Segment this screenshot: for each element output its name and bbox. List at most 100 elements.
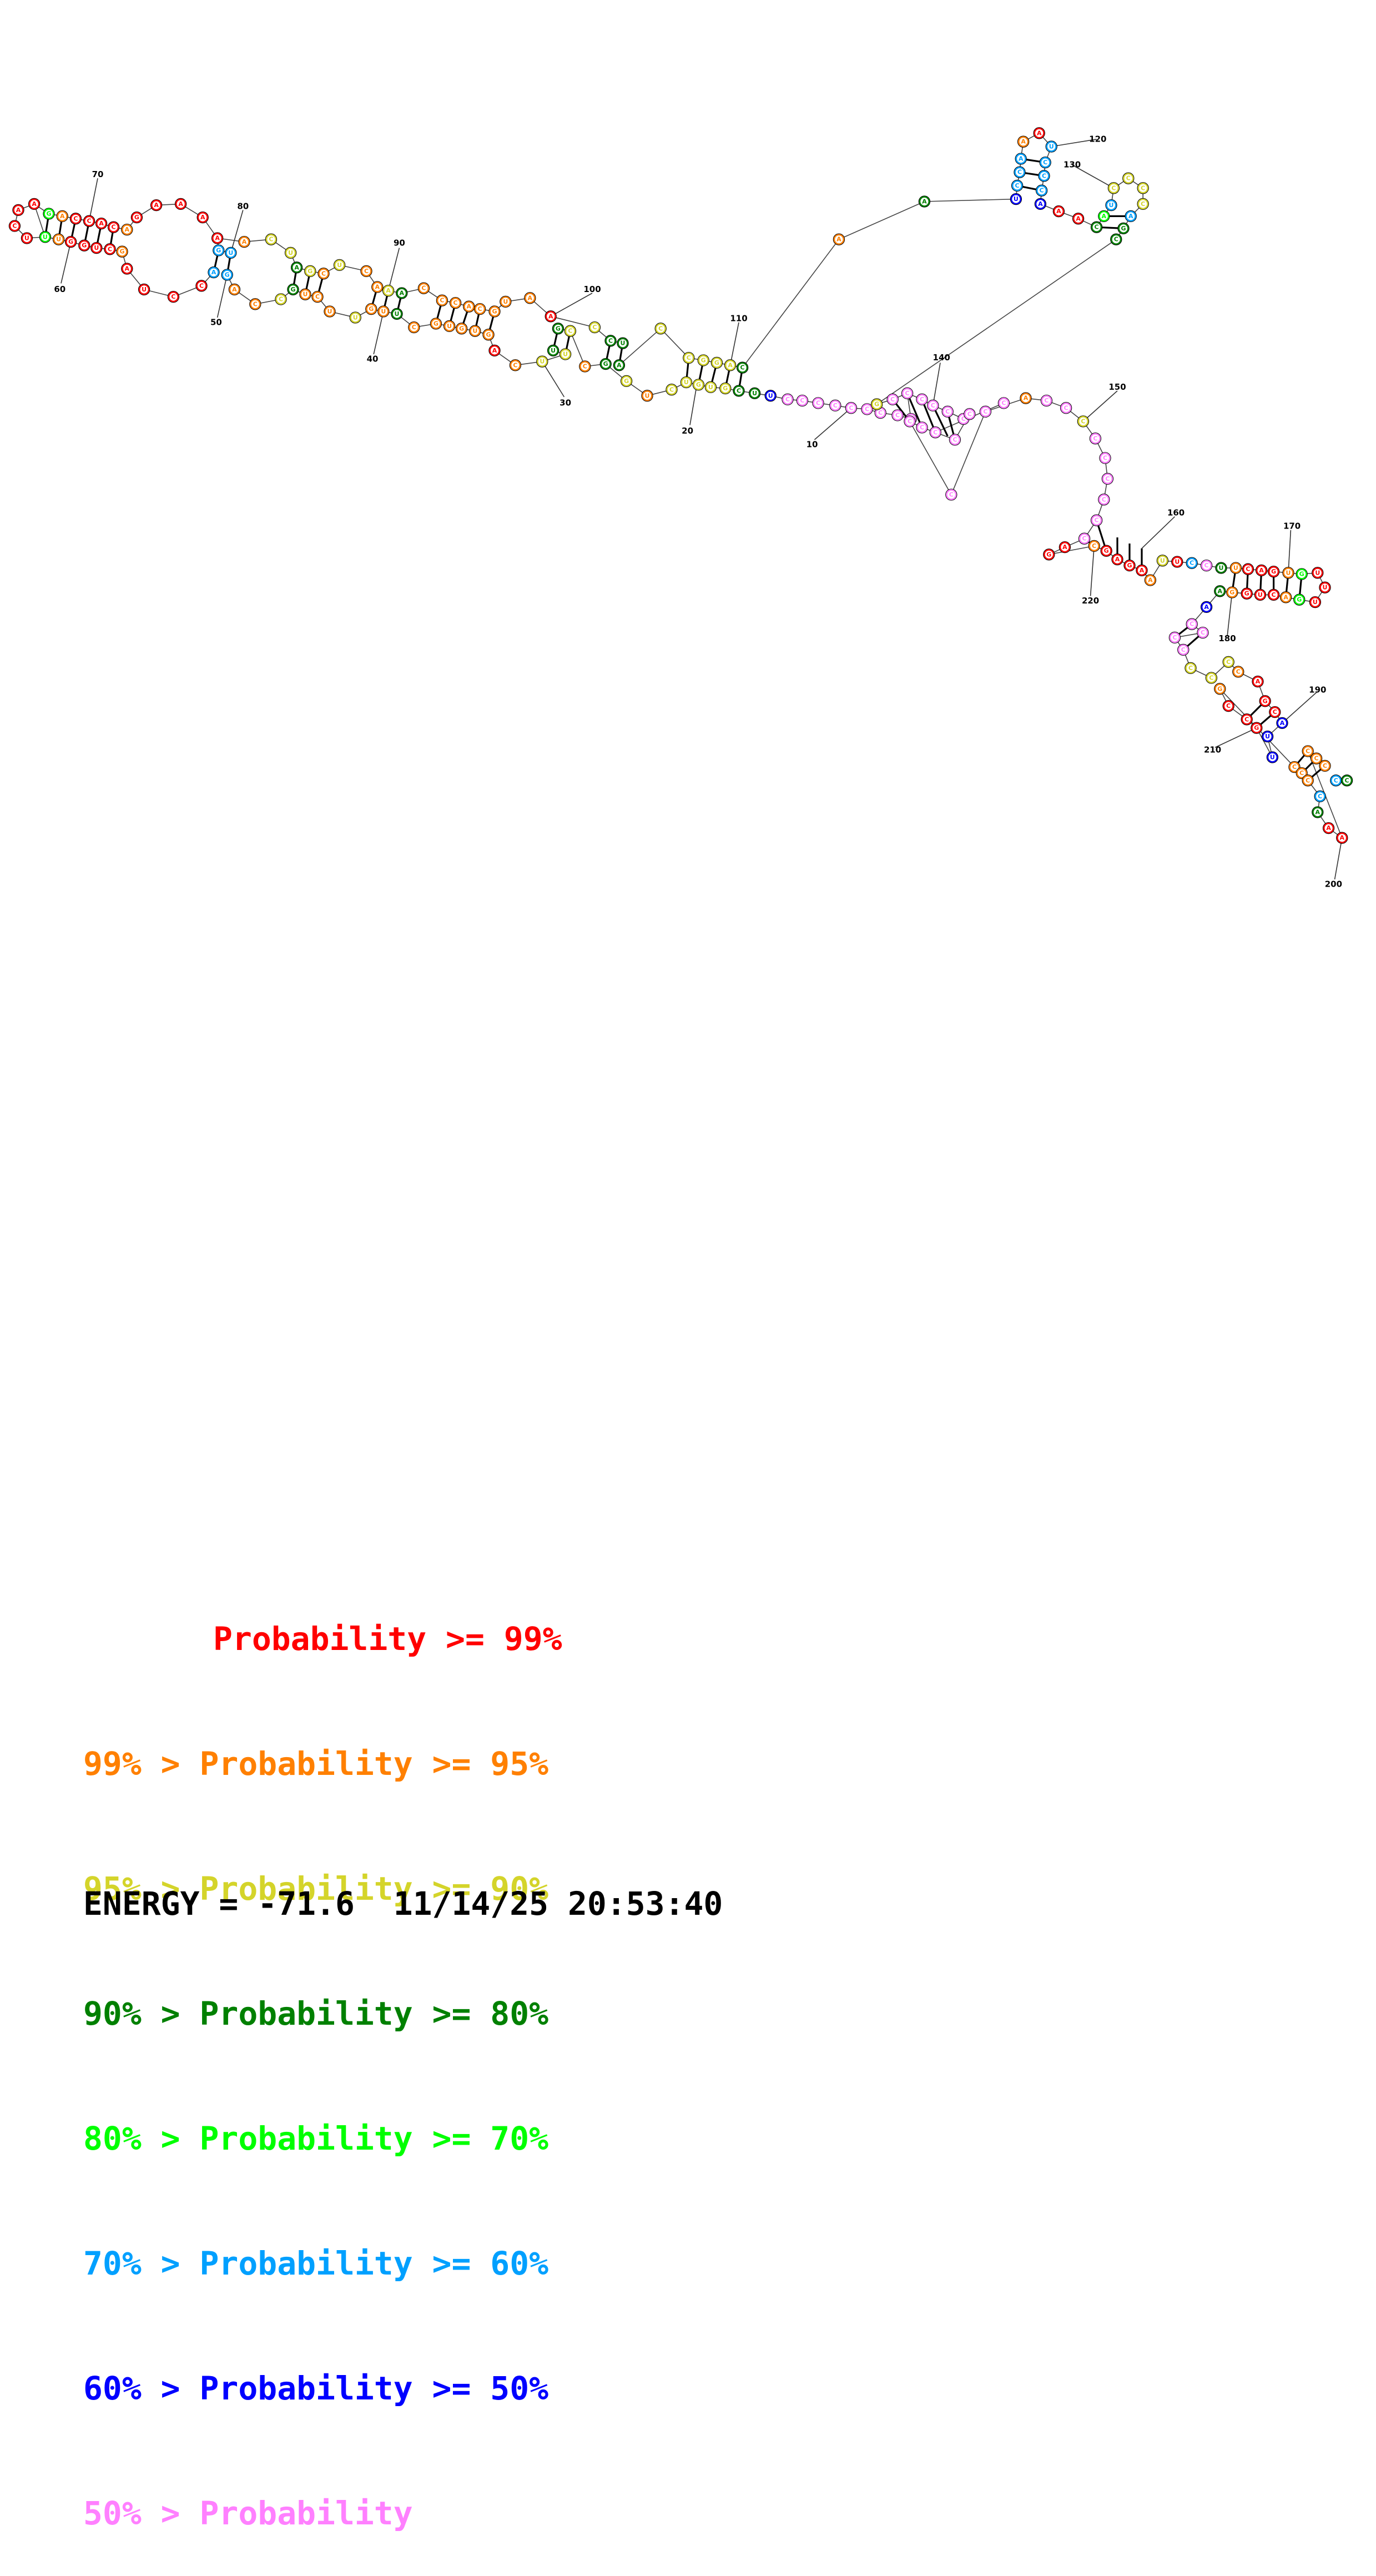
nucleotide: U (764, 390, 777, 402)
svg-text:C: C (737, 388, 741, 395)
nucleotide: C (916, 393, 928, 406)
nucleotide: C (666, 384, 678, 396)
svg-text:G: G (68, 238, 73, 245)
svg-text:A: A (1056, 208, 1061, 215)
nucleotide: A (918, 195, 931, 208)
nucleotide: C (1060, 402, 1072, 414)
nucleotide: G (1293, 593, 1306, 606)
nucleotide: A (1144, 574, 1157, 586)
nucleotide: G (697, 354, 709, 366)
svg-text:C: C (800, 397, 804, 404)
nucleotide: U (225, 246, 237, 259)
nucleotide: A (174, 198, 187, 210)
nucleotide: C (604, 335, 617, 347)
svg-text:C: C (1188, 665, 1193, 672)
svg-text:U: U (228, 249, 233, 256)
index-label: 110 (730, 314, 747, 324)
nucleotide: A (196, 211, 209, 224)
svg-text:G: G (134, 214, 139, 221)
nucleotide: U (284, 246, 297, 259)
svg-text:C: C (658, 325, 663, 332)
nucleotide: C (408, 321, 420, 334)
index-labels: 10 20 30 40 50 60 70 80 90 100 110 120 130 140 150 160 1… (54, 134, 1342, 889)
nucleotide: G (692, 379, 705, 391)
svg-text:C: C (1244, 716, 1249, 723)
nucleotide: A (371, 281, 384, 293)
nucleotide: G (599, 358, 612, 370)
nucleotide: C (1186, 618, 1198, 630)
index-label: 130 (1063, 160, 1081, 170)
nucleotide: C (1177, 643, 1189, 656)
svg-text:U: U (447, 323, 452, 330)
nucleotide: C (1122, 172, 1135, 184)
svg-text:C: C (952, 436, 957, 444)
svg-text:U: U (43, 233, 48, 240)
nucleotide: A (1059, 541, 1071, 554)
nucleotide: A (1279, 591, 1292, 603)
svg-text:C: C (1272, 591, 1276, 598)
svg-text:C: C (1111, 184, 1116, 192)
nucleotide: A (211, 232, 224, 244)
svg-text:G: G (486, 331, 491, 338)
nucleotide: C (1310, 752, 1323, 764)
index-label: 20 (682, 426, 693, 436)
svg-text:A: A (32, 200, 37, 208)
nucleotide: C (1101, 472, 1114, 485)
svg-text:C: C (568, 328, 572, 335)
nucleotide: C (901, 387, 914, 400)
index-label: 140 (933, 353, 950, 363)
nucleotide: C (449, 296, 462, 309)
index-label: 190 (1309, 685, 1326, 695)
nucleotide: A (545, 310, 557, 323)
svg-text:U: U (563, 351, 568, 358)
nucleotide: A (95, 217, 108, 230)
svg-text:G: G (1104, 547, 1109, 555)
nucleotide: C (579, 360, 591, 373)
svg-text:A: A (1256, 678, 1261, 685)
svg-text:C: C (1141, 200, 1145, 208)
svg-text:C: C (895, 412, 900, 419)
svg-text:C: C (1314, 755, 1319, 762)
nucleotide: A (1020, 392, 1032, 404)
svg-text:C: C (1306, 748, 1310, 755)
svg-text:A: A (60, 213, 65, 220)
svg-text:A: A (99, 220, 104, 227)
nucleotide: C (1185, 662, 1197, 675)
svg-text:C: C (1226, 702, 1231, 710)
svg-text:C: C (478, 305, 482, 313)
svg-text:A: A (1038, 200, 1043, 208)
svg-text:C: C (949, 491, 954, 499)
svg-text:A: A (1024, 395, 1029, 402)
nucleotide: A (613, 359, 626, 371)
nucleotide: C (654, 323, 667, 335)
nucleotide: G (64, 235, 77, 248)
nucleotide: U (547, 344, 560, 357)
nucleotide: C (249, 298, 261, 310)
nucleotide: G (1117, 222, 1130, 235)
nucleotide: G (430, 318, 442, 330)
nucleotide: A (463, 300, 475, 313)
nucleotide: C (1232, 666, 1244, 678)
svg-text:C: C (920, 424, 924, 431)
nucleotide: C (1035, 184, 1048, 197)
svg-text:G: G (1121, 225, 1126, 232)
svg-text:G: G (723, 385, 728, 392)
svg-text:U: U (1313, 598, 1318, 606)
svg-text:C: C (1306, 777, 1310, 784)
nucleotide: G (287, 283, 299, 296)
svg-text:U: U (645, 392, 650, 399)
svg-text:C: C (1236, 668, 1241, 676)
svg-text:U: U (472, 328, 477, 335)
nucleotide: U (641, 390, 653, 402)
nucleotide: U (52, 233, 65, 245)
svg-text:G: G (1046, 551, 1051, 558)
nucleotide: C (1098, 494, 1110, 506)
index-label: 120 (1089, 134, 1106, 144)
nucleotide: C (509, 359, 522, 371)
svg-text:U: U (1286, 569, 1291, 576)
index-label: 170 (1283, 521, 1301, 531)
svg-text:G: G (1244, 590, 1249, 597)
svg-text:C: C (1204, 562, 1209, 569)
nucleotide: C (861, 403, 873, 415)
nucleotide: C (964, 408, 976, 420)
